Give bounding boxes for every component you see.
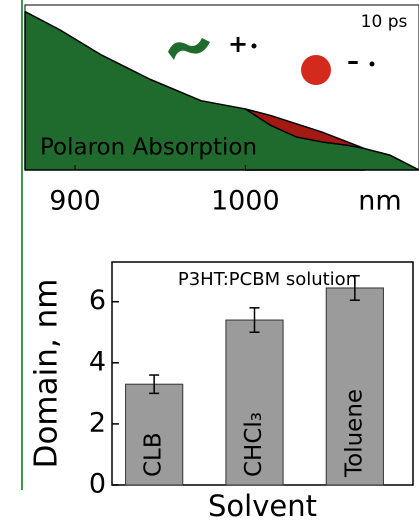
category-label: CHCl₃ bbox=[241, 412, 267, 477]
absorption-panel: 10 ps Polaron Absorption + – 900 1000 nm bbox=[24, 4, 419, 217]
chart-title: P3HT:PCBM solution bbox=[178, 269, 357, 290]
bar bbox=[225, 319, 284, 486]
y-axis-label: Domain, nm bbox=[29, 279, 65, 469]
category-label: Toluene bbox=[341, 389, 367, 478]
domain-panel: P3HT:PCBM solution 0 2 4 6 Domain, nm Solvent C… bbox=[29, 261, 414, 523]
x-axis-unit: nm bbox=[358, 186, 401, 217]
x-axis-label: Solvent bbox=[208, 489, 317, 523]
y-tick-label: 2 bbox=[89, 407, 106, 438]
absorption-area bbox=[24, 10, 419, 171]
electron-icon bbox=[301, 55, 331, 85]
x-tick-label: 1000 bbox=[211, 186, 280, 217]
chain-icon bbox=[168, 38, 210, 60]
y-tick-label: 4 bbox=[89, 346, 106, 377]
dot bbox=[251, 43, 257, 49]
y-tick-label: 0 bbox=[89, 469, 106, 500]
bar bbox=[125, 383, 184, 486]
annotation: – bbox=[347, 47, 359, 75]
annotation: 10 ps bbox=[361, 12, 408, 32]
bar bbox=[325, 287, 384, 486]
x-tick-label: 900 bbox=[49, 186, 101, 217]
dot bbox=[369, 61, 375, 67]
y-tick-label: 6 bbox=[89, 285, 106, 316]
annotation: Polaron Absorption bbox=[40, 135, 257, 161]
category-label: CLB bbox=[141, 432, 167, 477]
annotation: + bbox=[228, 30, 248, 58]
